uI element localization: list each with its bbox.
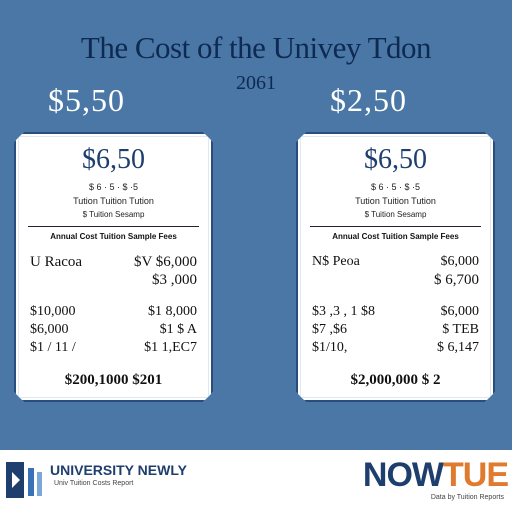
table-row: $1/10, $ 6,147: [312, 340, 479, 356]
row-value: $ 6,700: [434, 272, 479, 288]
card-sub-line: Tution Tuition Tution: [73, 196, 154, 206]
row-label: $10,000: [30, 304, 76, 319]
table-header: Annual Cost Tuition Sample Fees: [50, 232, 177, 241]
table-row: U Racoa $V $6,000: [30, 254, 197, 271]
left-brand-name: UNIVERSITY NEWLY: [50, 462, 187, 478]
table-header: Annual Cost Tuition Sample Fees: [332, 232, 459, 241]
divider: [28, 226, 199, 227]
card-sub-line: $ 6 · 5 · $ ·5: [370, 182, 421, 192]
table-row: $3 ,000: [30, 272, 197, 289]
row-value: $ 6,147: [437, 340, 479, 355]
row-value: $ TEB: [442, 322, 479, 337]
left-brand-subtitle: Univ Tuition Costs Report: [54, 480, 134, 487]
right-total: $2,50: [330, 82, 407, 118]
row-label: $7 ,$6: [312, 322, 347, 337]
row-label: $1 / 11 /: [30, 340, 76, 355]
divider: [310, 226, 481, 227]
row-value: $V $6,000: [133, 254, 197, 270]
row-label: $3 ,3 , 1 $8: [312, 304, 375, 319]
university-logo-icon: [6, 462, 42, 498]
row-label: $1/10,: [312, 340, 348, 355]
year-label: 2061: [236, 72, 276, 94]
left-total: $5,50: [48, 82, 125, 118]
row-value: $6,000: [440, 304, 479, 319]
card-price: $6,50: [82, 144, 145, 175]
cost-card-right: $6,50 $ 6 · 5 · $ ·5 Tution Tuition Tuti…: [296, 132, 495, 402]
card-sub-line: $ Tuition Sesamp: [364, 210, 427, 219]
right-brand-text: NOWTUE: [362, 456, 509, 494]
cost-card-left: $6,50 $ 6 · 5 · $ ·5 Tution Tuition Tuti…: [14, 132, 213, 402]
row-value: $1 1,EC7: [144, 340, 197, 355]
total-amount: $2,000,000: [350, 372, 418, 388]
footer-bar: UNIVERSITY NEWLY Univ Tuition Costs Repo…: [0, 450, 512, 512]
right-brand-name: NOWTUE: [362, 456, 509, 495]
table-row: $7 ,$6 $ TEB: [312, 322, 479, 338]
row-value: $3 ,000: [152, 272, 197, 288]
right-brand-subtitle: Data by Tuition Reports: [430, 494, 504, 501]
table-row: $ 6,700: [312, 272, 479, 289]
total-amount-secondary: $201: [132, 372, 163, 388]
row-label: $6,000: [30, 322, 69, 337]
row-label: N$ Peoa: [312, 254, 360, 269]
card-sub-line: $ Tuition Sesamp: [82, 210, 145, 219]
page-title: The Cost of the Univey Tdon: [80, 30, 432, 65]
main-panel: The Cost of the Univey Tdon 2061 $5,50 $…: [14, 30, 495, 402]
card-total: $2,000,000 $ 2: [298, 372, 493, 389]
card-sub-line: Tution Tuition Tution: [355, 196, 436, 206]
row-value: $1 8,000: [148, 304, 197, 319]
table-row: $6,000 $1 $ A: [30, 322, 197, 338]
total-amount-secondary: $ 2: [421, 372, 441, 388]
row-label: U Racoa: [30, 254, 83, 270]
table-row: $3 ,3 , 1 $8 $6,000: [312, 304, 479, 320]
card-price: $6,50: [364, 144, 427, 175]
total-amount: $200,1000: [64, 372, 129, 388]
card-total: $200,1000 $201: [16, 372, 211, 389]
row-value: $6,000: [440, 254, 479, 269]
row-value: $1 $ A: [159, 322, 197, 337]
table-row: $10,000 $1 8,000: [30, 304, 197, 320]
card-sub-line: $ 6 · 5 · $ ·5: [88, 182, 139, 192]
table-row: $1 / 11 / $1 1,EC7: [30, 340, 197, 356]
table-row: N$ Peoa $6,000: [312, 254, 479, 270]
